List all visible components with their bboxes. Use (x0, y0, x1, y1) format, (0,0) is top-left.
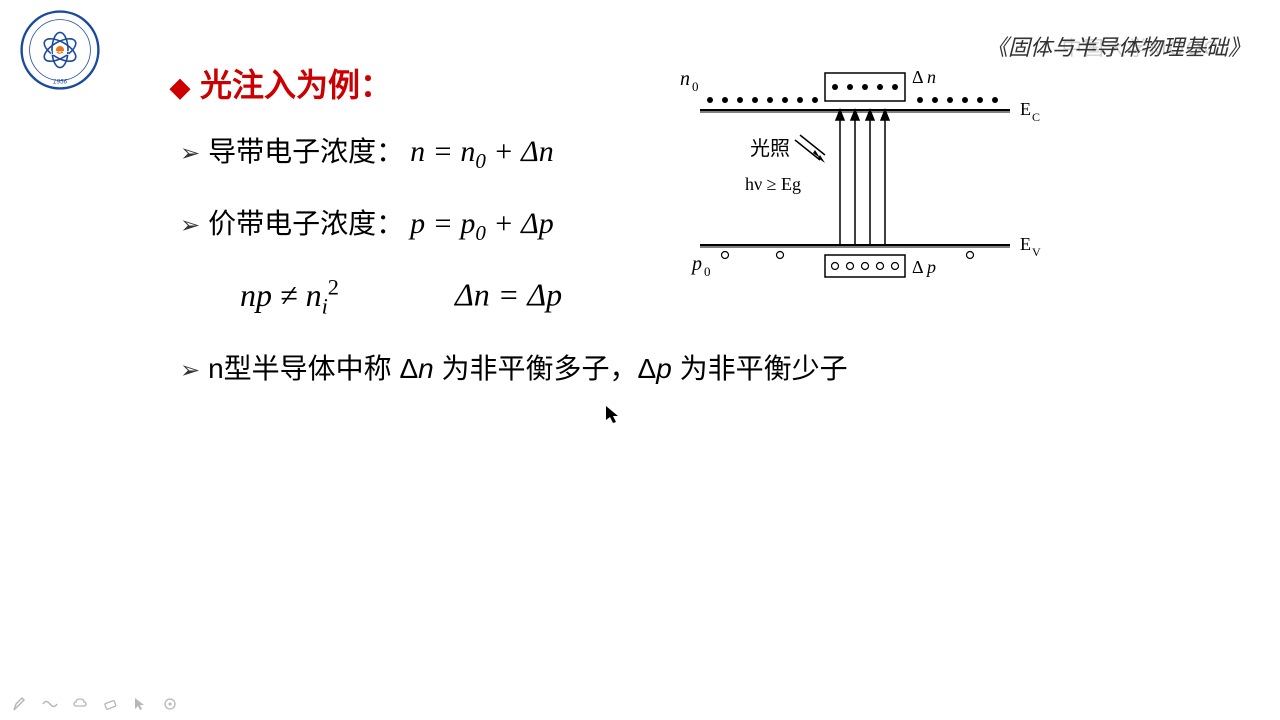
pointer-icon[interactable] (132, 696, 148, 712)
university-logo: UESTC 1956 (20, 10, 100, 90)
bullet-2-label: 价带电子浓度： (208, 202, 404, 242)
b3-pre: n型半导体中称 Δ (208, 353, 418, 384)
bullet-2-formula: p = p0 + Δp (410, 207, 554, 246)
eraser-icon[interactable] (102, 696, 118, 712)
diamond-bullet-icon: ◆ (170, 72, 190, 102)
svg-text:0: 0 (704, 264, 711, 279)
bullet-1-label: 导带电子浓度： (208, 130, 404, 170)
formula-dn-dp: Δn = Δp (455, 277, 562, 313)
b3-post: 为非平衡少子 (672, 353, 848, 384)
slide-title: ◆ 光注入为例： (170, 60, 392, 106)
svg-text:V: V (1032, 245, 1041, 259)
formula-np: np ≠ ni2 (240, 277, 339, 313)
bullet-1-formula: n = n0 + Δn (410, 135, 554, 174)
target-icon[interactable] (162, 696, 178, 712)
energy-band-diagram: E C n 0 Δ n 光照 hν ≥ Eg (670, 55, 1050, 285)
wave-icon[interactable] (42, 696, 58, 712)
svg-text:p: p (925, 257, 936, 277)
electrons-dn (832, 84, 898, 90)
transition-arrows (836, 110, 889, 245)
svg-text:E: E (1020, 99, 1031, 119)
svg-text:p: p (690, 253, 702, 275)
slide: UESTC 1956 中国大学MOOC 《固体与半导体物理基础》 ◆光注入为例：… (0, 0, 1280, 720)
svg-text:UESTC: UESTC (51, 51, 70, 57)
arrow-icon: ➢ (180, 139, 200, 168)
b3-mid: 为非平衡多子，Δ (434, 353, 656, 384)
hv-label: hν ≥ Eg (745, 174, 801, 194)
svg-text:n: n (680, 68, 690, 90)
b3-var1: n (418, 353, 434, 384)
light-label: 光照 (750, 137, 790, 160)
svg-text:Δ: Δ (912, 67, 924, 87)
svg-text:E: E (1020, 234, 1031, 254)
cloud-icon[interactable] (72, 696, 88, 712)
arrow-icon: ➢ (180, 356, 200, 385)
bullet-3: ➢ n型半导体中称 Δn 为非平衡多子，Δp 为非平衡少子 (180, 347, 1080, 387)
electrons-right (917, 97, 998, 103)
svg-text:Δ: Δ (912, 257, 924, 277)
svg-text:1956: 1956 (53, 79, 68, 86)
pen-icon[interactable] (12, 696, 28, 712)
svg-text:C: C (1032, 110, 1040, 124)
electrons-n0 (707, 97, 818, 103)
cursor-icon (605, 405, 621, 431)
bullet-3-text: n型半导体中称 Δn 为非平衡多子，Δp 为非平衡少子 (208, 347, 847, 387)
arrow-icon: ➢ (180, 211, 200, 240)
svg-text:0: 0 (692, 79, 699, 94)
svg-text:n: n (927, 67, 936, 87)
annotation-toolbar (12, 696, 178, 712)
holes-dp (832, 263, 899, 270)
title-text: 光注入为例： (200, 67, 392, 103)
b3-var2: p (656, 353, 672, 384)
